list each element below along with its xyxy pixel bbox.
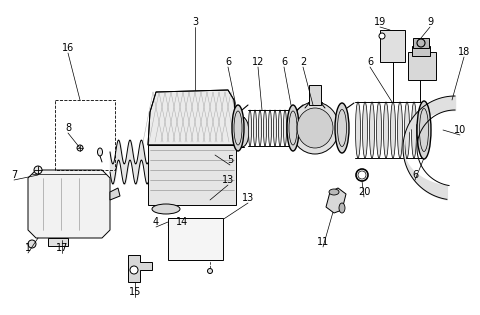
Ellipse shape <box>370 102 374 158</box>
Ellipse shape <box>152 204 180 214</box>
Ellipse shape <box>232 105 244 151</box>
Text: 8: 8 <box>65 123 71 133</box>
Ellipse shape <box>278 110 281 146</box>
Ellipse shape <box>376 102 382 158</box>
Bar <box>48 238 68 246</box>
Ellipse shape <box>200 236 206 242</box>
Ellipse shape <box>28 240 36 248</box>
Text: 9: 9 <box>427 17 433 27</box>
Text: 13: 13 <box>242 193 254 203</box>
Ellipse shape <box>284 110 287 146</box>
Text: 1: 1 <box>25 243 31 253</box>
Bar <box>55 100 115 170</box>
Ellipse shape <box>405 102 409 158</box>
Ellipse shape <box>207 268 213 273</box>
Text: 10: 10 <box>454 125 466 135</box>
Polygon shape <box>110 188 120 200</box>
Ellipse shape <box>397 102 403 158</box>
Ellipse shape <box>274 110 276 146</box>
Polygon shape <box>128 255 152 282</box>
Ellipse shape <box>417 101 431 159</box>
Ellipse shape <box>264 110 266 146</box>
Bar <box>408 52 436 80</box>
Ellipse shape <box>77 145 83 151</box>
Bar <box>168 218 223 260</box>
Text: 15: 15 <box>129 287 141 297</box>
Bar <box>412 46 430 56</box>
Bar <box>413 38 429 48</box>
Text: 20: 20 <box>358 187 370 197</box>
Bar <box>309 85 321 105</box>
Bar <box>380 30 405 62</box>
Text: 7: 7 <box>11 170 17 180</box>
Ellipse shape <box>356 102 360 158</box>
Ellipse shape <box>379 33 385 39</box>
Ellipse shape <box>411 102 417 158</box>
Ellipse shape <box>268 110 272 146</box>
Ellipse shape <box>34 166 42 174</box>
Text: 13: 13 <box>222 175 234 185</box>
Ellipse shape <box>253 110 256 146</box>
Ellipse shape <box>207 232 213 239</box>
Ellipse shape <box>339 203 345 213</box>
Ellipse shape <box>249 110 252 146</box>
Text: 5: 5 <box>227 155 233 165</box>
Ellipse shape <box>329 189 339 195</box>
Text: 16: 16 <box>62 43 74 53</box>
Text: 6: 6 <box>412 170 418 180</box>
Polygon shape <box>148 90 236 145</box>
Text: 2: 2 <box>300 57 306 67</box>
Ellipse shape <box>259 110 262 146</box>
Polygon shape <box>326 188 346 213</box>
Ellipse shape <box>97 148 103 156</box>
Text: 19: 19 <box>374 17 386 27</box>
Ellipse shape <box>297 108 333 148</box>
Ellipse shape <box>335 103 349 153</box>
Ellipse shape <box>200 249 206 256</box>
Polygon shape <box>148 145 236 205</box>
Ellipse shape <box>235 117 249 147</box>
Text: 6: 6 <box>225 57 231 67</box>
Text: 6: 6 <box>281 57 287 67</box>
Ellipse shape <box>391 102 396 158</box>
Ellipse shape <box>287 105 299 151</box>
Text: 4: 4 <box>153 217 159 227</box>
Ellipse shape <box>207 253 213 257</box>
Text: 17: 17 <box>56 243 68 253</box>
Text: 11: 11 <box>317 237 329 247</box>
Ellipse shape <box>291 102 339 154</box>
Text: 14: 14 <box>176 217 188 227</box>
Text: 18: 18 <box>458 47 470 57</box>
Ellipse shape <box>130 266 138 274</box>
Ellipse shape <box>362 102 368 158</box>
Text: 12: 12 <box>252 57 264 67</box>
Ellipse shape <box>384 102 388 158</box>
Text: 3: 3 <box>192 17 198 27</box>
Polygon shape <box>28 170 110 238</box>
Text: 6: 6 <box>367 57 373 67</box>
